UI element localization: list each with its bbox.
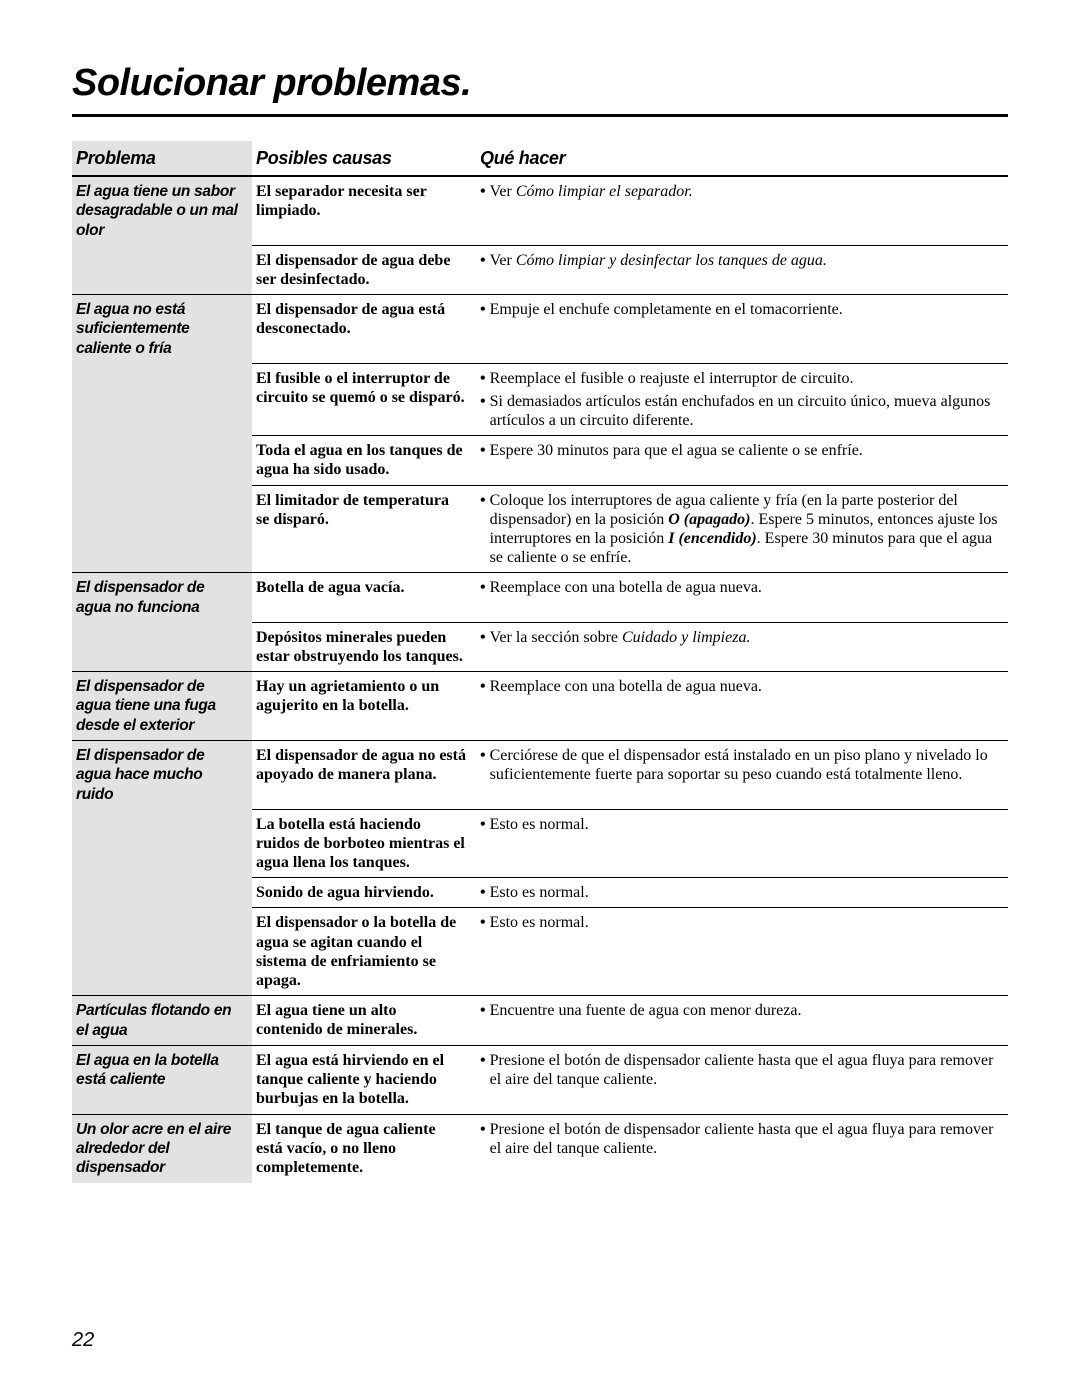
cause-cell: El dispensador de agua está desconectado… [252, 295, 476, 364]
cause-cell: Sonido de agua hirviendo. [252, 878, 476, 908]
bullet: • [480, 369, 486, 388]
cause-cell: Depósitos minerales pueden estar obstruy… [252, 622, 476, 671]
action-cell: •Esto es normal. [476, 809, 1008, 878]
cause-cell: Hay un agrietamiento o un agujerito en l… [252, 671, 476, 740]
bullet: • [480, 578, 486, 597]
cause-cell: El tanque de agua caliente está vacío, o… [252, 1114, 476, 1183]
problem-cell [72, 809, 252, 878]
cause-cell: Botella de agua vacía. [252, 573, 476, 622]
bullet: • [480, 913, 486, 932]
bullet: • [480, 883, 486, 902]
bullet: • [480, 441, 486, 460]
cause-cell: Toda el agua en los tanques de agua ha s… [252, 436, 476, 485]
problem-cell [72, 878, 252, 908]
col-header-cause: Posibles causas [252, 141, 476, 177]
action-text: Presione el botón de dispensador calient… [490, 1051, 998, 1089]
action-cell: •Ver la sección sobre Cuidado y limpieza… [476, 622, 1008, 671]
action-text: Cerciórese de que el dispensador está in… [490, 746, 998, 784]
bullet: • [480, 677, 486, 696]
problem-cell: El dispensador de agua tiene una fuga de… [72, 671, 252, 740]
problem-cell [72, 245, 252, 294]
action-cell: •Presione el botón de dispensador calien… [476, 1045, 1008, 1114]
action-text: Empuje el enchufe completamente en el to… [490, 300, 843, 319]
action-text: Ver Cómo limpiar el separador. [490, 182, 693, 201]
cause-cell: El dispensador de agua debe ser desinfec… [252, 245, 476, 294]
bullet: • [480, 182, 486, 201]
action-text: Reemplace con una botella de agua nueva. [490, 578, 762, 597]
bullet: • [480, 491, 486, 568]
bullet: • [480, 746, 486, 784]
action-text: Esto es normal. [490, 815, 589, 834]
action-cell: •Ver Cómo limpiar y desinfectar los tanq… [476, 245, 1008, 294]
bullet: • [480, 251, 486, 270]
cause-cell: El dispensador de agua no está apoyado d… [252, 741, 476, 810]
action-text: Reemplace con una botella de agua nueva. [490, 677, 762, 696]
bullet: • [480, 1001, 486, 1020]
action-cell: •Empuje el enchufe completamente en el t… [476, 295, 1008, 364]
action-text: Espere 30 minutos para que el agua se ca… [490, 441, 863, 460]
problem-cell [72, 436, 252, 485]
action-text: Ver la sección sobre Cuidado y limpieza. [490, 628, 751, 647]
action-text: Coloque los interruptores de agua calien… [490, 491, 998, 568]
problem-cell: Partículas flotando en el agua [72, 996, 252, 1046]
cause-cell: La botella está haciendo ruidos de borbo… [252, 809, 476, 878]
action-text: Presione el botón de dispensador calient… [490, 1120, 998, 1158]
action-cell: •Reemplace el fusible o reajuste el inte… [476, 363, 1008, 436]
problem-cell: El agua tiene un sabor desagradable o un… [72, 176, 252, 245]
action-cell: •Espere 30 minutos para que el agua se c… [476, 436, 1008, 485]
action-text: Ver Cómo limpiar y desinfectar los tanqu… [490, 251, 827, 270]
page-title: Solucionar problemas. [72, 60, 1008, 117]
action-cell: •Cerciórese de que el dispensador está i… [476, 741, 1008, 810]
problem-cell: El agua no está suficientemente caliente… [72, 295, 252, 364]
action-cell: •Coloque los interruptores de agua calie… [476, 485, 1008, 573]
cause-cell: El fusible o el interruptor de circuito … [252, 363, 476, 436]
bullet: • [480, 392, 486, 430]
action-text: Reemplace el fusible o reajuste el inter… [490, 369, 854, 388]
problem-cell: El dispensador de agua no funciona [72, 573, 252, 622]
bullet: • [480, 815, 486, 834]
cause-cell: El dispensador o la botella de agua se a… [252, 908, 476, 996]
cause-cell: El limitador de temperatura se disparó. [252, 485, 476, 573]
action-text: Encuentre una fuente de agua con menor d… [490, 1001, 802, 1020]
action-cell: •Encuentre una fuente de agua con menor … [476, 996, 1008, 1046]
action-cell: •Esto es normal. [476, 878, 1008, 908]
action-text: Si demasiados artículos están enchufados… [490, 392, 998, 430]
cause-cell: El agua está hirviendo en el tanque cali… [252, 1045, 476, 1114]
problem-cell [72, 908, 252, 996]
problem-cell [72, 485, 252, 573]
problem-cell [72, 363, 252, 436]
action-text: Esto es normal. [490, 883, 589, 902]
cause-cell: El agua tiene un alto contenido de miner… [252, 996, 476, 1046]
action-cell: •Reemplace con una botella de agua nueva… [476, 671, 1008, 740]
problem-cell: Un olor acre en el aire alrededor del di… [72, 1114, 252, 1183]
bullet: • [480, 1120, 486, 1158]
page-number: 22 [72, 1328, 94, 1353]
bullet: • [480, 1051, 486, 1089]
action-cell: •Reemplace con una botella de agua nueva… [476, 573, 1008, 622]
action-cell: •Presione el botón de dispensador calien… [476, 1114, 1008, 1183]
bullet: • [480, 628, 486, 647]
action-cell: •Esto es normal. [476, 908, 1008, 996]
problem-cell: El agua en la botella está caliente [72, 1045, 252, 1114]
cause-cell: El separador necesita ser limpiado. [252, 176, 476, 245]
problem-cell [72, 622, 252, 671]
problem-cell: El dispensador de agua hace mucho ruido [72, 741, 252, 810]
bullet: • [480, 300, 486, 319]
col-header-action: Qué hacer [476, 141, 1008, 177]
col-header-problem: Problema [72, 141, 252, 177]
action-text: Esto es normal. [490, 913, 589, 932]
troubleshoot-table: Problema Posibles causas Qué hacer El ag… [72, 141, 1008, 1183]
action-cell: •Ver Cómo limpiar el separador. [476, 176, 1008, 245]
